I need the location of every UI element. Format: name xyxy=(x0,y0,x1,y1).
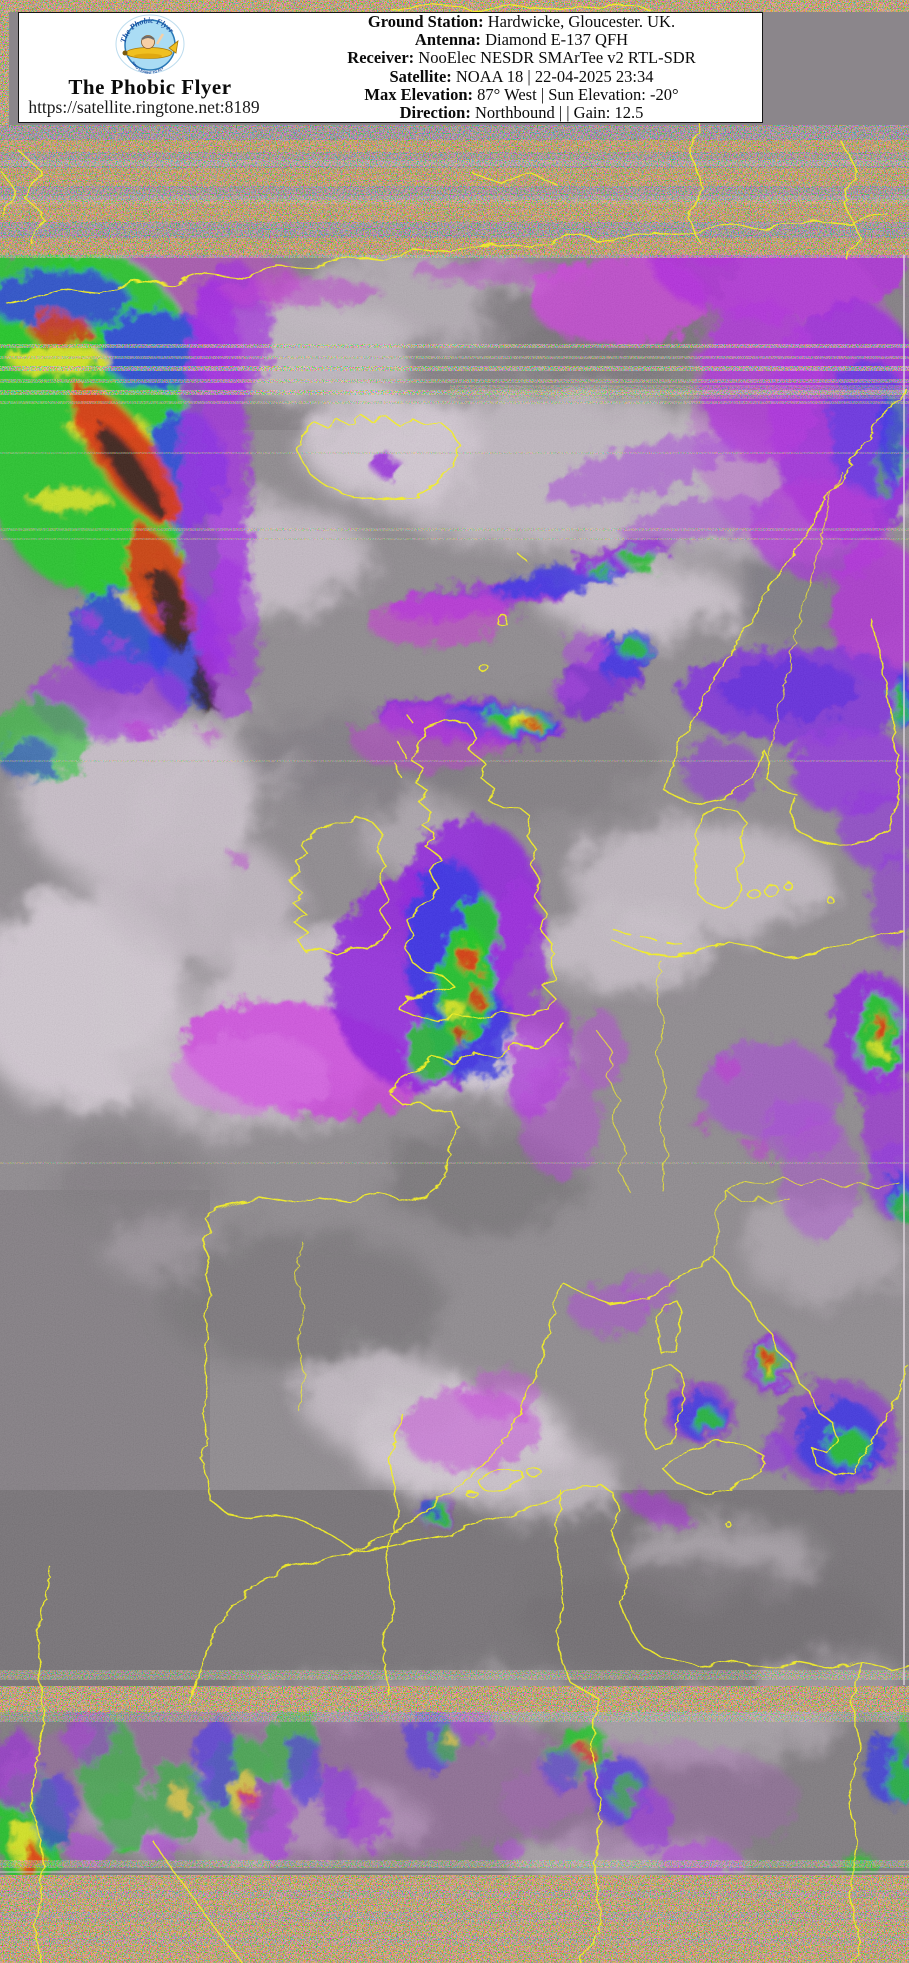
logo-pilot-face xyxy=(141,35,155,49)
coast-africa-med xyxy=(309,1481,909,1669)
border-norway-sweden xyxy=(765,469,841,753)
station-url: https://satellite.ringtone.net:8189 xyxy=(28,97,260,117)
logo-airplane-icon xyxy=(122,33,179,59)
coast-sweden xyxy=(787,615,898,844)
border-alps xyxy=(709,1175,899,1255)
coast-sardinia xyxy=(641,1361,683,1449)
phobic-flyer-logo: The Phobic Flyer WHO LEARNT TO FLY xyxy=(115,14,185,75)
capture-details: Ground Station: Hardwicke, Gloucester. U… xyxy=(281,11,762,122)
coast-corsica xyxy=(655,1297,681,1353)
border-africa-5 xyxy=(845,1659,861,1963)
coast-uk xyxy=(395,719,556,1021)
detail-antenna: Antenna: Diamond E-137 QFH xyxy=(414,30,629,50)
station-identity: The Phobic Flyer WHO LEARNT TO FLY The P… xyxy=(19,13,281,122)
detail-satellite: Satellite: NOAA 18 | 22-04-2025 23:34 xyxy=(389,66,654,86)
coast-baltic-south xyxy=(609,927,901,957)
border-africa-4 xyxy=(553,1489,601,1963)
coast-denmark xyxy=(691,805,745,907)
border-spain-portugal xyxy=(293,1239,304,1409)
coast-norway xyxy=(661,387,906,803)
noise-band-middle xyxy=(0,1686,909,1722)
coast-sicily xyxy=(661,1439,765,1493)
detail-direction: Direction: Northbound | | Gain: 12.5 xyxy=(399,102,644,122)
coast-greenland xyxy=(5,211,886,303)
border-africa-2 xyxy=(381,1411,401,1696)
coast-ireland xyxy=(289,815,389,953)
border-france-germany xyxy=(595,1029,631,1193)
telemetry-edge-line xyxy=(903,255,905,1685)
coast-iceland xyxy=(295,413,459,501)
coast-france-med-italy xyxy=(561,1253,907,1475)
coast-spain-med xyxy=(351,1281,563,1549)
image-grain xyxy=(0,255,909,1875)
detail-receiver: Receiver: NooElec NESDR SMArTee v2 RTL-S… xyxy=(347,48,696,68)
noise-band-upper xyxy=(0,125,909,255)
noise-band-bottom xyxy=(0,1871,909,1963)
coast-africa-atlantic xyxy=(187,1561,311,1701)
detail-max-elevation: Max Elevation: 87° West | Sun Elevation:… xyxy=(364,84,679,104)
coast-france-north xyxy=(213,1021,563,1207)
coast-top-squiggle xyxy=(389,1,649,10)
station-title: The Phobic Flyer xyxy=(68,75,232,99)
info-panel: The Phobic Flyer WHO LEARNT TO FLY The P… xyxy=(18,12,763,123)
border-africa-3 xyxy=(149,1837,243,1963)
detail-ground-station: Ground Station: Hardwicke, Gloucester. U… xyxy=(367,11,676,31)
coast-portugal xyxy=(199,1205,353,1549)
border-africa-1 xyxy=(29,1564,49,1963)
coast-mallorca xyxy=(477,1466,523,1490)
